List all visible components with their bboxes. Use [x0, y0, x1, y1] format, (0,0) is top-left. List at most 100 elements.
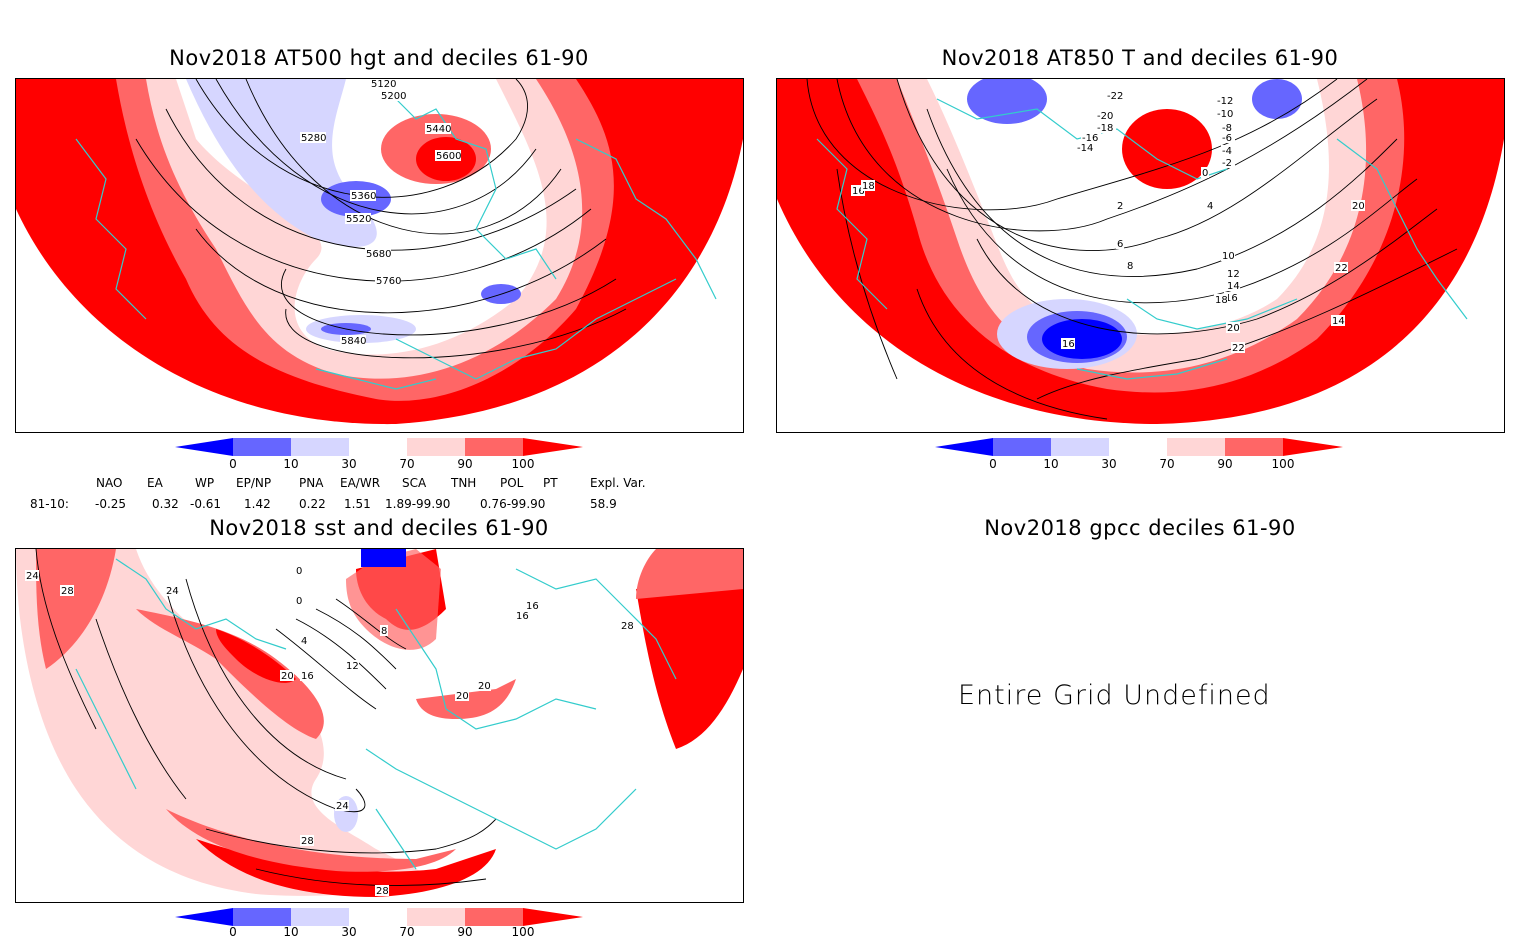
index-header-tnh: TNH	[451, 476, 477, 490]
gpcc-undefined-message: Entire Grid Undefined	[958, 680, 1271, 711]
hgt-coastlines	[75, 98, 717, 390]
sst-colorbar-tick-10: 10	[283, 925, 299, 939]
sst-contour-label: 28	[621, 621, 634, 632]
hgt-contour-label-bg	[350, 190, 376, 201]
t850-contour-label: -14	[1077, 143, 1093, 154]
sst-contour-label: 20	[478, 681, 491, 692]
hgt-contour-label-bg	[345, 213, 371, 224]
hgt-contour-label: 5440	[426, 124, 451, 135]
sst-contour-label: 12	[346, 661, 359, 672]
index-header-wp: WP	[195, 476, 215, 490]
index-row-label: 81-10:	[30, 497, 69, 511]
t850-contour-label-bg	[1331, 315, 1345, 326]
sst-contour-label: 20	[456, 691, 469, 702]
t850-contour-label: 2	[1117, 201, 1123, 212]
t850-contour-label-bg	[1206, 200, 1214, 211]
sst-red-south	[196, 839, 496, 897]
t850-decile-fill	[777, 79, 1504, 424]
sst-contour-label: 0	[296, 566, 302, 577]
t850-contour-label-bg	[1226, 280, 1240, 291]
index-value-wp: -0.61	[190, 497, 222, 511]
sst-red-east	[636, 579, 743, 749]
index-header-eawr: EA/WR	[340, 476, 381, 490]
sst-map: 24 28 24 0 0 4 8 12 16 20 20 20 16 16 28 24 28 28	[15, 548, 744, 903]
t850-contour-label: -18	[1097, 123, 1113, 134]
hgt-colorbar-tick-70: 70	[399, 457, 415, 471]
hgt-contour-label: 5760	[376, 276, 401, 287]
t850-blue-north	[967, 79, 1047, 124]
sst-contour-label: 0	[296, 596, 302, 607]
t850-contour-label: 10	[1222, 251, 1235, 262]
t850-contour-label-bg	[1334, 262, 1348, 273]
t850-contour-label: 12	[1227, 269, 1240, 280]
sst-contour-label-bg	[477, 680, 491, 691]
t850-contour-label-bg	[1076, 142, 1096, 153]
index-header-explvar: Expl. Var.	[590, 476, 646, 490]
t850-contour-label-bg	[1226, 268, 1240, 279]
hgt-contour-label: 5680	[366, 249, 391, 260]
t850-contour-label-bg	[1221, 250, 1235, 261]
sst-panel-title: Nov2018 sst and deciles 61-90	[209, 516, 549, 540]
t850-panel-title: Nov2018 AT850 T and deciles 61-90	[941, 46, 1339, 70]
sst-contours	[35, 549, 497, 886]
t850-contour-label: 22	[1335, 263, 1348, 274]
t850-colorbar-tick-10: 10	[1043, 457, 1059, 471]
index-header-pol: POL	[500, 476, 524, 490]
sst-pink-central	[136, 609, 324, 739]
index-header-sca: SCA	[402, 476, 427, 490]
t850-contour-label-bg	[1081, 132, 1101, 143]
t850-contour-label-bg	[1061, 338, 1075, 349]
t850-map: -22 -12 -10 -8 -6 -4 -2 0 2 4 6 8 10 12 14 16 18 20 22 -20-…	[776, 78, 1505, 433]
sst-contour-label: 24	[166, 586, 179, 597]
sst-colorbar-tick-90: 90	[457, 925, 473, 939]
t850-contour-label: 20	[1352, 201, 1365, 212]
hgt-contour-label-bg	[375, 275, 401, 286]
sst-coastlines	[75, 558, 677, 870]
t850-contour-label-bg	[1221, 132, 1235, 143]
sst-contour-label: 16	[526, 601, 539, 612]
t850-contour-label-bg	[851, 185, 865, 196]
t850-blue-south-core	[1042, 319, 1122, 359]
sst-contour-label-bg	[455, 690, 469, 701]
t850-contour-label: -8	[1222, 123, 1232, 134]
index-header-ea: EA	[147, 476, 163, 490]
t850-contour-label: 16	[852, 186, 865, 197]
sst-blue-north	[361, 549, 406, 567]
t850-contour-label: -22	[1107, 91, 1123, 102]
sst-decile-fill	[16, 549, 743, 897]
t850-contour-label-bg	[1126, 260, 1134, 271]
sst-contour-label: 24	[26, 571, 39, 582]
t850-contour-label: 16	[1062, 339, 1075, 350]
sst-contour-label-bg	[300, 635, 308, 646]
sst-contour-label: 16	[516, 611, 529, 622]
hgt-panel-title: Nov2018 AT500 hgt and deciles 61-90	[169, 46, 589, 70]
hgt-contour-label: 5120	[371, 79, 396, 90]
t850-contour-label-bg	[1216, 95, 1236, 106]
t850-contour-label-bg	[1224, 292, 1238, 303]
gpcc-panel-title: Nov2018 gpcc deciles 61-90	[984, 516, 1296, 540]
sst-contour-label: 28	[301, 836, 314, 847]
t850-contour-label-bg	[1096, 110, 1116, 121]
hgt-contour-label-bg	[370, 79, 396, 89]
t850-blue-northeast	[1252, 79, 1302, 119]
sst-contour-label-bg	[375, 885, 389, 896]
hgt-colorbar-tick-10: 10	[283, 457, 299, 471]
hgt-contour-label: 5360	[351, 191, 376, 202]
t850-contour-label: -10	[1217, 109, 1233, 120]
t850-contour-label: 14	[1332, 316, 1345, 327]
index-value-eawr: 1.51	[344, 497, 371, 511]
t850-contour-label-bg	[1221, 157, 1235, 168]
t850-contour-label: -2	[1222, 158, 1232, 169]
hgt-contour-label-bg	[365, 248, 391, 259]
t850-colorbar-tick-30: 30	[1101, 457, 1117, 471]
t850-contour-label-bg	[1216, 108, 1236, 119]
t850-contour-label-bg	[1226, 322, 1240, 333]
t850-contour-label: 22	[1232, 343, 1245, 354]
sst-contour-label-bg	[25, 570, 39, 581]
t850-colorbar-tick-100: 100	[1271, 457, 1295, 471]
index-value-ea: 0.32	[152, 497, 179, 511]
t850-contour-label: -4	[1222, 146, 1232, 157]
t850-contour-label: 8	[1127, 261, 1133, 272]
index-header-epnp: EP/NP	[236, 476, 272, 490]
sst-colorbar-tick-70: 70	[399, 925, 415, 939]
